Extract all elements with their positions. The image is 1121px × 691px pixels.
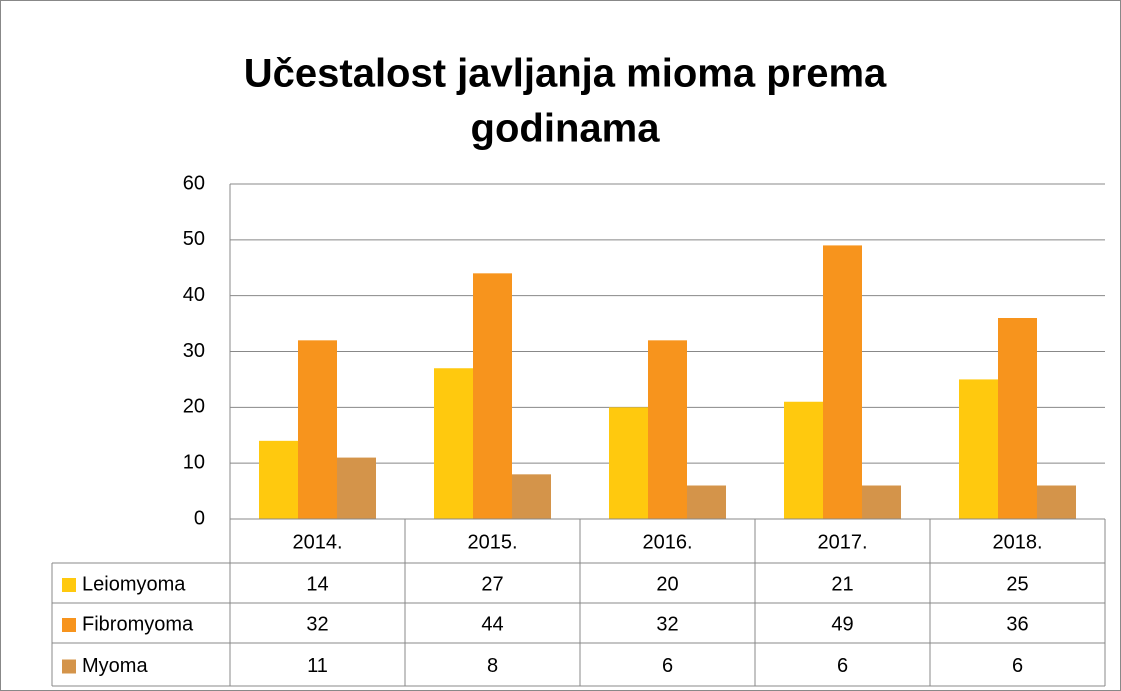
chart-title: Učestalost javljanja mioma prema	[244, 52, 887, 96]
table-value: 32	[656, 613, 678, 635]
table-value: 6	[837, 655, 848, 677]
table-value: 6	[662, 655, 673, 677]
table-value: 11	[307, 655, 328, 677]
bar	[298, 340, 337, 519]
bar	[784, 401, 823, 519]
x-tick-label: 2018.	[992, 531, 1042, 553]
bar	[998, 318, 1037, 519]
table-value: 27	[481, 573, 503, 595]
x-tick-label: 2014.	[292, 531, 342, 553]
table-value: 20	[656, 573, 678, 595]
bar	[862, 485, 901, 519]
x-tick-label: 2015.	[467, 531, 517, 553]
y-tick-label: 10	[183, 451, 205, 473]
legend-key	[62, 578, 76, 592]
chart-title: godinama	[471, 107, 661, 151]
y-tick-label: 40	[183, 284, 205, 306]
table-value: 21	[831, 573, 853, 595]
bar	[1037, 485, 1076, 519]
bar	[648, 340, 687, 519]
bar	[473, 273, 512, 519]
bar	[959, 379, 998, 519]
legend-key	[62, 618, 76, 632]
table-value: 25	[1006, 573, 1028, 595]
bar	[823, 245, 862, 519]
bar	[259, 440, 298, 519]
bar	[337, 457, 376, 519]
y-tick-label: 30	[183, 340, 205, 362]
table-value: 36	[1006, 613, 1028, 635]
legend-key	[62, 659, 76, 674]
x-tick-label: 2016.	[642, 531, 692, 553]
bar	[687, 485, 726, 519]
legend-label: Fibromyoma	[82, 613, 194, 635]
y-tick-label: 50	[183, 228, 205, 250]
bar	[609, 407, 648, 519]
y-tick-label: 60	[183, 172, 205, 194]
table-value: 8	[487, 655, 498, 677]
y-tick-label: 0	[194, 507, 205, 529]
table-value: 32	[306, 613, 328, 635]
table-value: 6	[1012, 655, 1023, 677]
legend-label: Leiomyoma	[82, 573, 186, 595]
x-tick-label: 2017.	[817, 531, 867, 553]
legend-label: Myoma	[82, 655, 148, 677]
table-value: 49	[831, 613, 853, 635]
table-value: 14	[306, 573, 328, 595]
table-value: 44	[481, 613, 503, 635]
bar	[512, 474, 551, 519]
bar	[434, 368, 473, 519]
y-tick-label: 20	[183, 396, 205, 418]
